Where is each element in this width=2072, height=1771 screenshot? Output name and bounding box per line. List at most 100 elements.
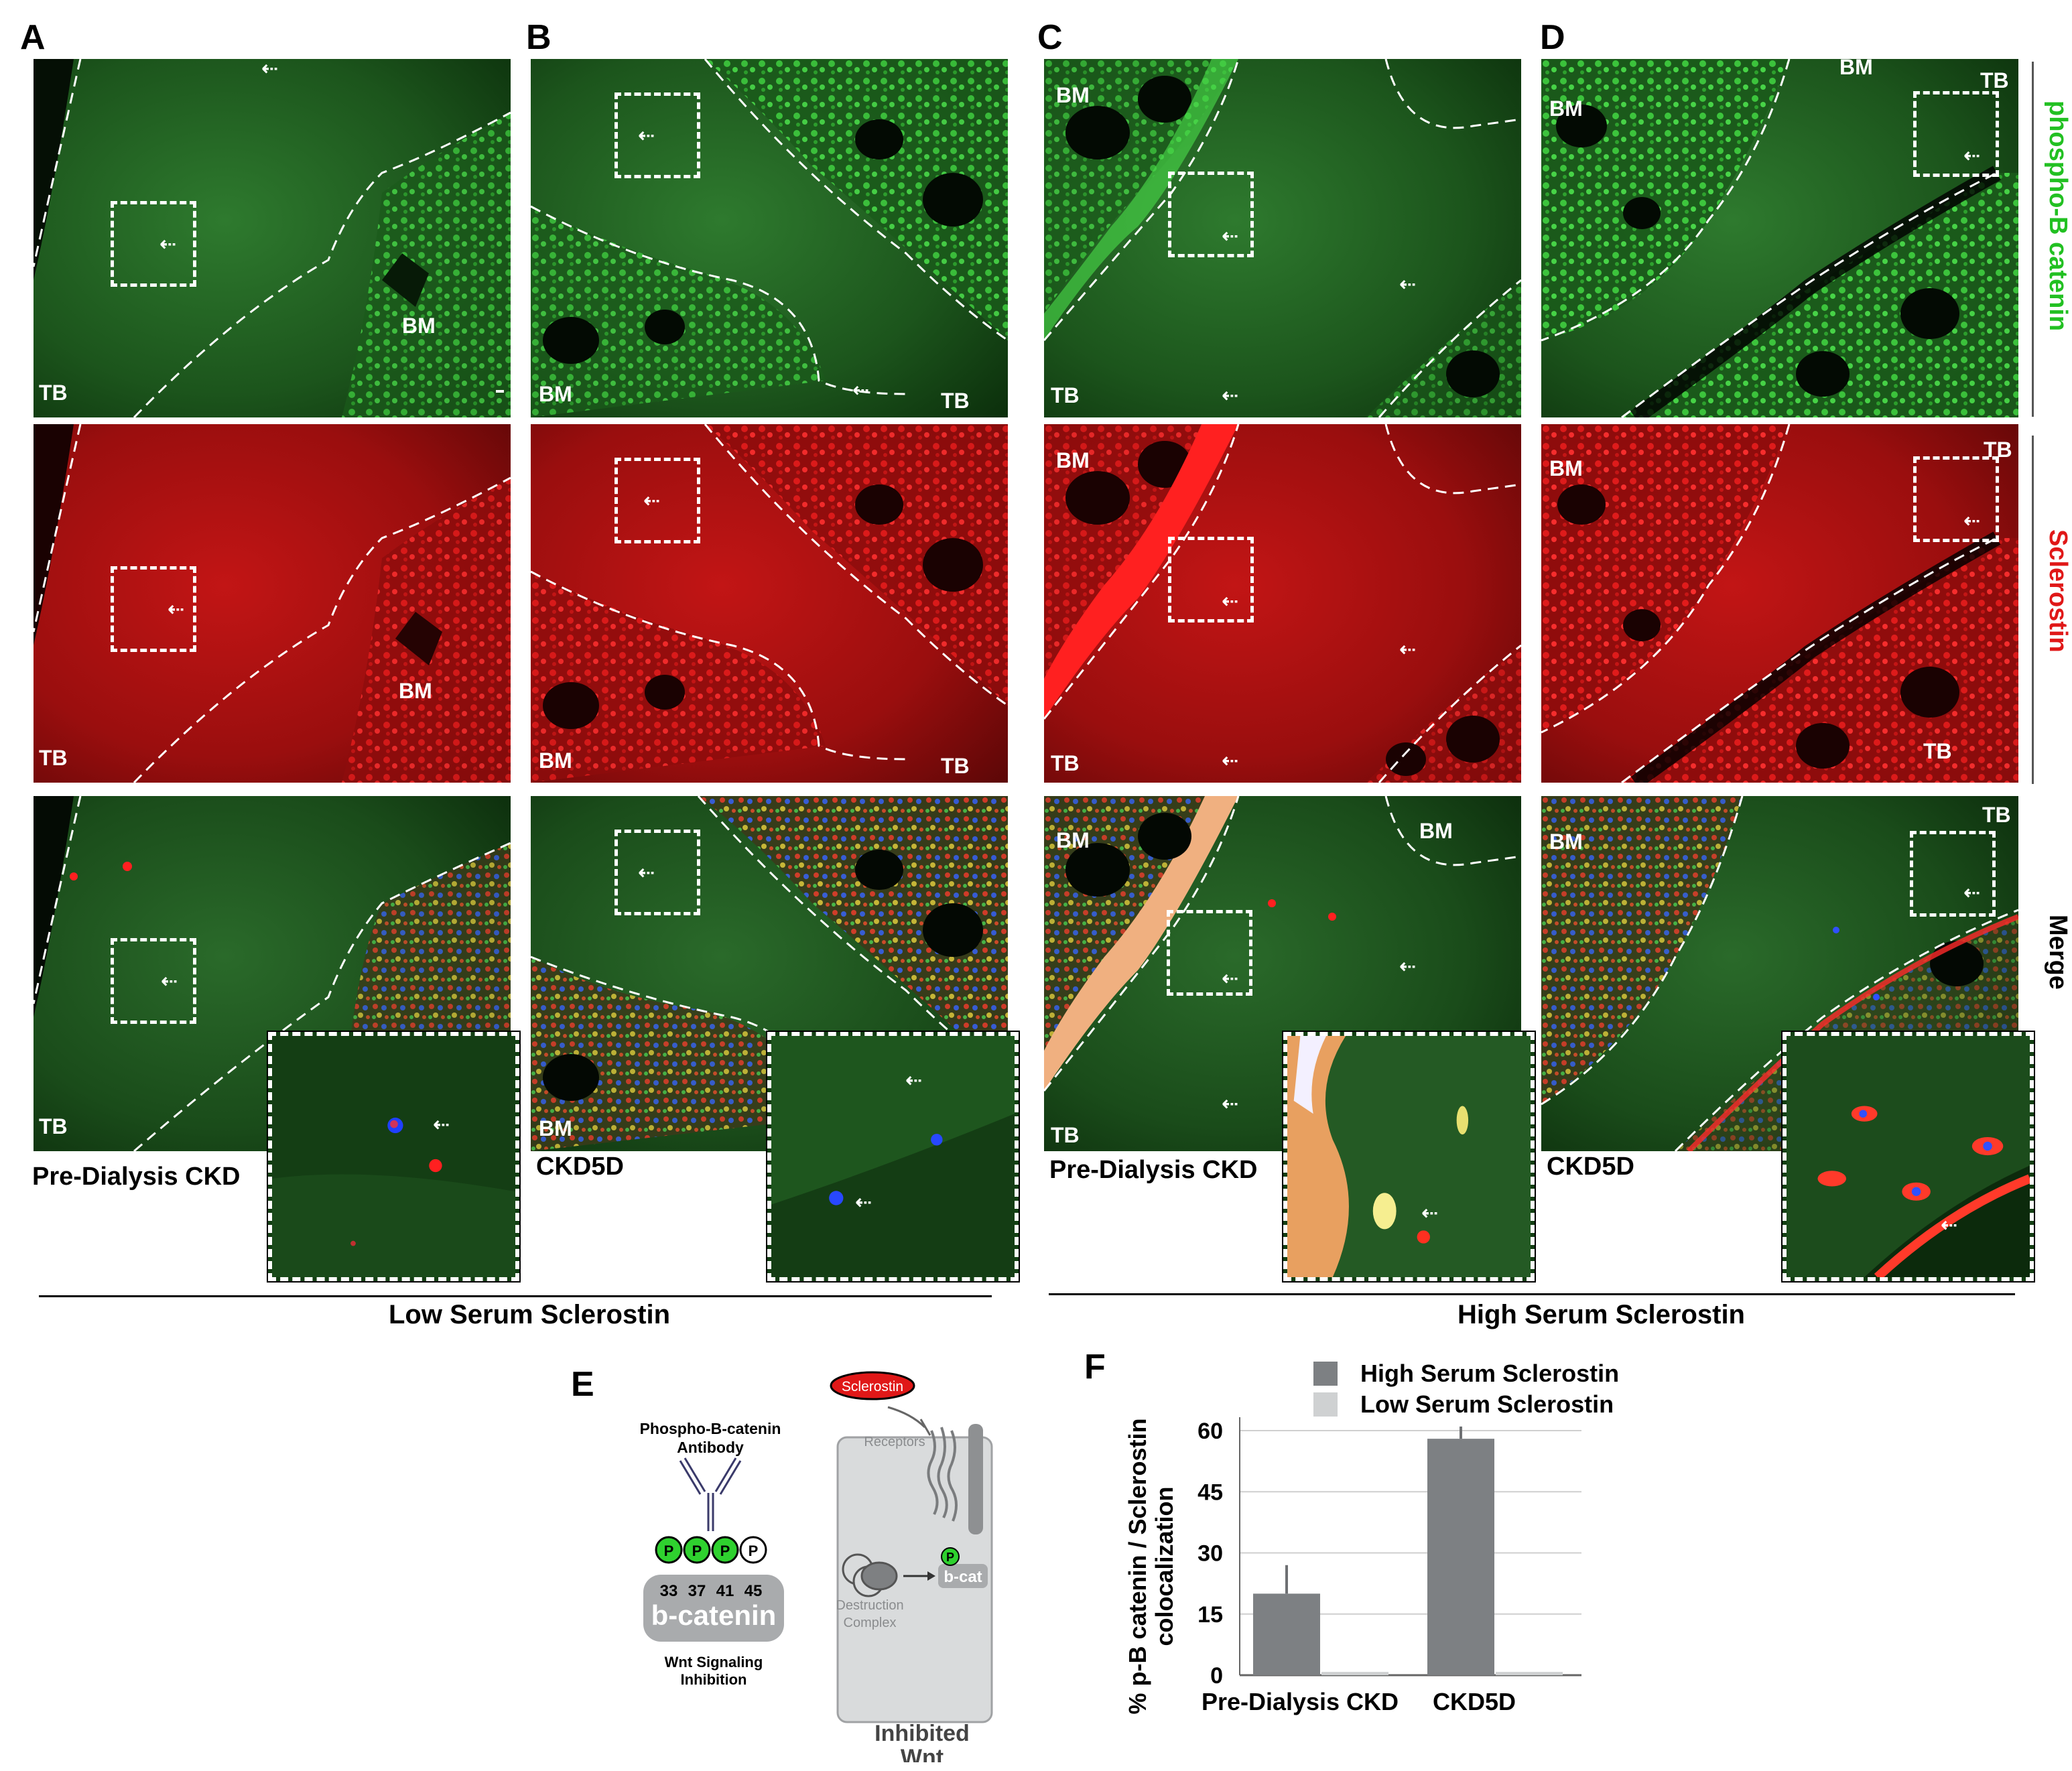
phospho-site-number: 33 [660,1582,678,1600]
micrograph-d-red: ⇠ BM TB TB [1541,424,2018,783]
x-tick-label: CKD5D [1433,1688,1516,1715]
arrow-icon: ⇠ [638,124,655,147]
destruction-label: Destruction Complex [836,1598,903,1630]
region-label-bm: BM [1419,819,1453,843]
receptor-icon [927,1427,958,1522]
micrograph-c-red: ⇠ ⇠ ⇠ BM TB [1044,424,1521,783]
y-axis-label: % p-B catenin / Sclerostincolocalization [1124,1418,1178,1714]
arrow-icon: ⇠ [643,489,661,513]
phospho-icon [941,1547,960,1566]
condition-label-ckd5d: CKD5D [536,1153,624,1181]
panel-label-a: A [20,18,46,57]
arrow-icon: ⇠ [1963,881,1981,905]
arrow-icon: ⇠ [1222,590,1239,613]
antibody-icon [679,1457,742,1531]
y-tick-label: 60 [1197,1419,1223,1444]
channel-bracket-green [2032,62,2034,417]
phospho-label: P [946,1551,954,1564]
phospho-site-icon [655,1536,683,1564]
phospho-site-number: 41 [716,1582,734,1600]
sclerostin-label: Sclerostin [842,1379,903,1394]
micrograph-d-green: ⇠ BM BM TB [1541,59,2018,417]
inhibition-label: Wnt Signaling Inhibition [665,1654,763,1688]
cell-icon [836,1436,993,1723]
legend-swatch [1313,1362,1338,1386]
region-label-tb: TB [1984,438,2012,462]
phospho-site-number: 45 [744,1582,763,1600]
protein-label: b-catenin [651,1599,777,1631]
sclerostin-icon [830,1371,915,1400]
group-divider-low [39,1295,992,1297]
channel-bracket-red [2032,436,2034,784]
phospho-letter: P [720,1543,730,1559]
roi-box [614,458,700,543]
bar [1427,1439,1494,1675]
bcat-icon [938,1564,988,1588]
region-label-bm: BM [1549,456,1583,480]
channel-label-red: Sclerostin [2044,529,2072,653]
region-label-bm: BM [1839,59,1873,79]
arrow-icon: ⇠ [855,1191,872,1214]
condition-label-pre-dialysis: Pre-Dialysis CKD [32,1163,241,1191]
panel-label-b: B [526,18,552,57]
arrow-icon: ⇠ [1222,384,1239,407]
region-label-tb: TB [1980,68,2009,92]
roi-box [1910,831,1996,917]
condition-label-ckd5d: CKD5D [1547,1153,1634,1181]
roi-box [1167,910,1252,996]
region-label-tb: TB [39,381,68,405]
bcat-label: b-cat [944,1568,982,1586]
region-label-bm: BM [539,1116,572,1140]
y-tick-label: 15 [1197,1602,1223,1628]
region-label-bm: BM [539,382,572,406]
region-label-tb: TB [941,754,970,778]
legend-label: Low Serum Sclerostin [1360,1390,1614,1418]
channel-label-merge: Merge [2044,915,2072,990]
y-tick-label: 30 [1197,1541,1223,1567]
legend-label: High Serum Sclerostin [1360,1360,1619,1387]
scale-bar [496,390,504,393]
region-label-tb: TB [1982,803,2011,827]
roi-box [614,830,700,915]
arrow-icon: ⇠ [1399,638,1417,661]
arrow-icon: ⇠ [261,59,279,80]
zoom-inset-a: ⇠ [267,1031,521,1283]
micrograph-a-green: ⇠ ⇠ TB BM [34,59,511,417]
region-label-bm: BM [1056,83,1090,107]
x-tick-label: Pre-Dialysis CKD [1202,1688,1399,1715]
y-tick-label: 45 [1197,1480,1223,1505]
arrow-icon: ⇠ [638,861,655,884]
arrow-icon: ⇠ [1399,955,1417,978]
arrow-icon: ⇠ [852,379,870,402]
arrow-icon: ⇠ [1963,509,1981,533]
region-label-tb: TB [1051,1123,1080,1147]
phospho-site-icon [739,1536,767,1564]
cell-label: Inhibited Wnt [875,1721,970,1762]
arrow-icon: ⇠ [1399,273,1417,296]
region-label-bm: BM [402,314,436,338]
region-label-tb: TB [39,1114,68,1138]
phospho-site-number: 37 [688,1582,706,1600]
roi-box [1168,537,1254,622]
region-label-bm: BM [1549,96,1583,121]
panel-label-f: F [1084,1348,1106,1386]
roi-box [1913,91,1999,177]
arrow-icon: ⇠ [161,970,178,993]
y-tick-label: 0 [1210,1663,1223,1689]
phospho-letter: P [664,1543,674,1559]
arrow-icon: ⇠ [433,1113,450,1136]
roi-box [1168,172,1254,257]
zoom-inset-b: ⇠ ⇠ [766,1031,1020,1283]
group-divider-high [1049,1293,2015,1295]
arrow-icon: ⇠ [1421,1201,1439,1225]
roi-box [614,92,700,178]
receptors-label: Receptors [864,1435,925,1449]
arrow-icon: ⇠ [159,233,177,256]
condition-label-pre-dialysis: Pre-Dialysis CKD [1049,1156,1258,1184]
roi-box [1913,456,1999,542]
arrow-icon: ⇠ [1941,1214,1958,1237]
schematic-panel: Phospho-B-catenin Antibody b-catenin P P P P… [603,1360,1072,1770]
bar [1253,1593,1320,1675]
phospho-letter: P [692,1543,702,1559]
